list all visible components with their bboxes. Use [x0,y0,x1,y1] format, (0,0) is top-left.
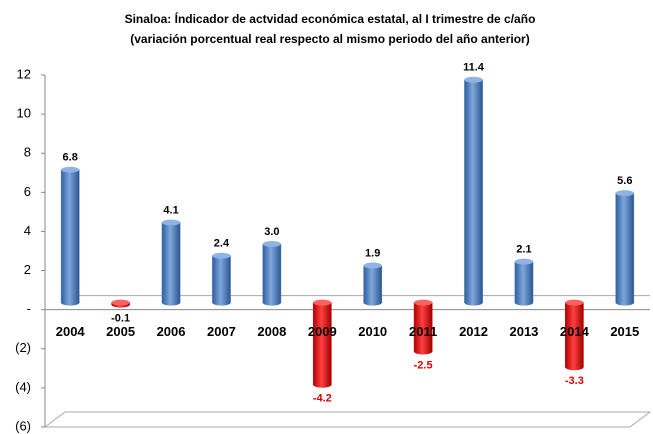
value-label: 2.4 [214,238,230,250]
x-tick-label: 2011 [409,324,437,339]
bar [464,79,483,303]
bar [514,261,534,303]
bar-cap [111,299,130,306]
bar-cap [565,299,584,306]
bar [262,243,282,303]
bar-base [464,299,483,306]
bar [60,169,80,303]
bar [615,192,635,303]
bar-base [161,299,181,306]
bar-base [61,299,80,306]
bar [161,222,181,303]
value-label: 11.4 [463,62,485,74]
chart-title: Sinaloa: Índicador de actvidad económica… [125,11,536,26]
bar-base [262,299,281,306]
value-label: -4.2 [313,393,332,405]
y-tick-label: 6 [24,184,31,199]
x-tick-label: 2014 [560,324,590,339]
y-tick-label: 2 [24,262,31,277]
value-label: 6.8 [63,152,78,164]
bar-cap [615,190,634,197]
x-tick-label: 2008 [257,324,286,339]
x-tick-label: 2007 [207,324,236,339]
y-tick-label: (6) [15,418,31,433]
x-tick-label: 2013 [509,324,538,339]
value-label: 1.9 [365,247,380,259]
bar-base [313,381,332,388]
bar-cap [262,241,281,247]
x-tick-label: 2006 [157,324,186,339]
value-label: 2.1 [516,244,531,256]
value-label: -3.3 [565,375,584,387]
value-label: 5.6 [617,175,632,187]
value-label: 4.1 [163,204,178,216]
value-label: 3.0 [264,226,279,238]
y-tick-label: 12 [17,66,31,81]
bar-cap [514,258,534,265]
chart-subtitle: (variación porcentual real respecto al m… [130,32,529,46]
y-tick-label: 8 [24,145,31,160]
bar [312,302,332,386]
x-tick-label: 2004 [56,324,86,339]
x-tick-label: 2010 [358,324,387,339]
bar-base [414,348,433,355]
x-tick-label: 2012 [459,324,488,339]
bar [212,255,231,303]
bar-base [363,299,382,306]
y-tick-label: (4) [15,379,31,394]
value-label: -0.1 [111,313,130,325]
bar-base [514,299,534,306]
bar-base [212,299,231,306]
bar-cap [414,299,433,306]
y-tick-label: - [27,301,31,316]
floor [43,411,652,428]
bar-cap [161,219,181,226]
bar-cap [464,76,483,83]
bar [363,265,383,303]
y-tick-label: 4 [24,223,31,238]
bar-base [565,364,584,371]
bar-cap [313,299,332,306]
x-tick-label: 2015 [610,324,639,339]
y-tick-label: (2) [15,340,31,355]
bar-cap [212,252,231,259]
x-tick-label: 2005 [106,324,135,339]
y-tick-label: 10 [17,106,31,121]
bar-base [615,299,634,306]
bar-cap [363,262,382,269]
value-label: -2.5 [414,359,433,371]
bar-cap [61,166,80,173]
x-tick-label: 2009 [308,324,337,339]
